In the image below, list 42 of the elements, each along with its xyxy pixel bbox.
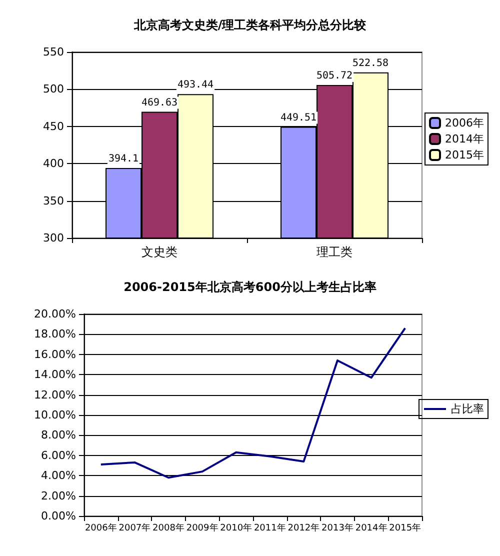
- y-tick-label: 2.00%: [41, 489, 76, 502]
- y-tick-label: 550: [43, 46, 64, 58]
- chart-title: 北京高考文史类/理工类各科平均分总分比较: [132, 18, 368, 32]
- x-tick-label: 2008年: [152, 522, 184, 534]
- legend-label: 2015年: [445, 148, 484, 162]
- data-label: 493.44: [177, 80, 214, 91]
- y-tick-label: 12.00%: [34, 388, 76, 402]
- x-tick-label: 文史类: [142, 245, 178, 259]
- x-tick-label: 2007年: [118, 522, 151, 534]
- y-tick-label: 450: [43, 120, 64, 133]
- data-label: 449.51: [280, 112, 317, 124]
- y-tick-label: 10.00%: [34, 408, 76, 422]
- data-label: 394.1: [108, 153, 139, 164]
- x-tick-label: 2011年: [254, 522, 286, 534]
- x-tick-label: 2006年: [84, 522, 117, 534]
- data-label: 522.58: [352, 58, 389, 69]
- y-tick-label: 16.00%: [34, 348, 76, 361]
- x-tick-label: 2012年: [288, 522, 320, 534]
- x-tick-label: 2010年: [220, 522, 252, 534]
- x-tick-label: 2013年: [322, 522, 354, 534]
- legend-label: 2006年: [445, 116, 484, 130]
- chart-title: 2006-2015年北京高考600分以上考生占比率: [124, 280, 376, 294]
- line-series: [100, 327, 406, 479]
- x-tick-label: 2014年: [355, 522, 388, 534]
- y-tick-label: 500: [43, 82, 64, 96]
- legend-label: 占比率: [451, 402, 484, 416]
- y-tick-label: 14.00%: [34, 368, 76, 382]
- y-tick-label: 350: [43, 194, 64, 208]
- data-label: 469.63: [141, 97, 178, 108]
- y-tick-label: 400: [43, 157, 64, 170]
- y-tick-label: 18.00%: [34, 328, 76, 341]
- x-tick-label: 2015年: [389, 522, 422, 534]
- y-tick-label: 4.00%: [41, 469, 76, 482]
- x-tick-label: 2009年: [186, 522, 218, 534]
- y-tick-label: 0.00%: [41, 510, 76, 522]
- y-tick-label: 6.00%: [41, 448, 76, 462]
- data-label: 505.72: [316, 70, 353, 82]
- y-tick-label: 8.00%: [41, 428, 76, 442]
- x-tick-label: 理工类: [316, 245, 352, 259]
- y-tick-label: 300: [43, 232, 64, 244]
- legend-label: 2014年: [445, 132, 484, 146]
- y-tick-label: 20.00%: [34, 308, 76, 320]
